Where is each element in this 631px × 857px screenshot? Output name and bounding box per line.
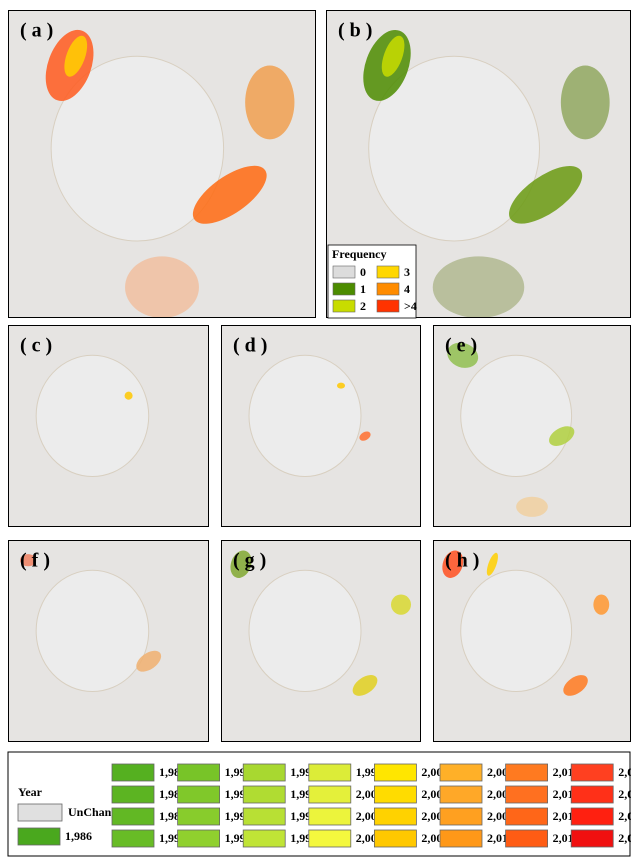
year-swatch [309,830,351,847]
lake [36,355,149,476]
frequency-swatch [333,266,355,278]
frequency-label: 1 [360,282,366,296]
frequency-swatch [333,300,355,312]
panel-label: ( h ) [445,550,479,572]
panel-label: ( c ) [20,335,52,357]
year-swatch [440,786,482,803]
panel-label: ( d ) [233,335,267,357]
year-swatch [571,830,613,847]
year-swatch [243,786,285,803]
panel-label: ( b ) [338,20,372,42]
frequency-swatch [377,300,399,312]
year-swatch [506,808,548,825]
year-label: 2,017 [618,809,631,823]
year-swatch [440,764,482,781]
year-label: 2,016 [618,787,631,801]
unchanged-swatch [18,804,62,821]
land-change-patch [433,256,525,318]
frequency-label: 4 [404,282,410,296]
frequency-label: 3 [404,265,410,279]
year-swatch [374,786,416,803]
frequency-label: >4 [404,299,417,313]
land-change-patch [337,383,345,389]
land-change-patch [125,392,133,400]
year-swatch [374,808,416,825]
year-swatch [178,808,220,825]
year-swatch [243,808,285,825]
year-swatch [178,764,220,781]
figure: Year UnChanged ( a )( b )( c )( d )( e )… [0,0,631,857]
year-swatch [309,808,351,825]
year-swatch [440,808,482,825]
land-change-patch [125,256,199,318]
year-swatch [112,764,154,781]
frequency-legend-title: Frequency [332,247,386,261]
panel-label: ( g ) [233,550,266,572]
lake [461,355,572,476]
year-swatch [112,786,154,803]
year-swatch [178,786,220,803]
frequency-swatch [377,283,399,295]
year-swatch [309,786,351,803]
land-change-patch [391,595,411,615]
lake [36,570,149,691]
panel-label: ( f ) [20,550,50,572]
map-panel [8,10,316,318]
lake [249,355,361,476]
year-swatch [506,830,548,847]
land-change-patch [561,65,610,139]
lake [461,570,572,691]
year-swatch [18,828,60,845]
year-label: 1,986 [65,829,92,843]
year-swatch [506,764,548,781]
year-swatch [571,808,613,825]
year-swatch [243,830,285,847]
year-swatch [112,808,154,825]
year-label: 2,018 [618,831,631,845]
year-swatch [243,764,285,781]
frequency-label: 0 [360,265,366,279]
year-swatch [506,786,548,803]
land-change-patch [245,65,294,139]
year-swatch [571,786,613,803]
year-swatch [374,764,416,781]
year-label: 2,015 [618,765,631,779]
year-legend-title: Year [18,785,43,799]
year-swatch [571,764,613,781]
frequency-swatch [377,266,399,278]
panel-label: ( e ) [445,335,477,357]
year-swatch [178,830,220,847]
frequency-label: 2 [360,299,366,313]
land-change-patch [516,497,548,517]
year-swatch [112,830,154,847]
year-swatch [374,830,416,847]
land-change-patch [593,595,609,615]
year-swatch [309,764,351,781]
frequency-swatch [333,283,355,295]
year-swatch [440,830,482,847]
panel-label: ( a ) [20,20,53,42]
lake [249,570,361,691]
